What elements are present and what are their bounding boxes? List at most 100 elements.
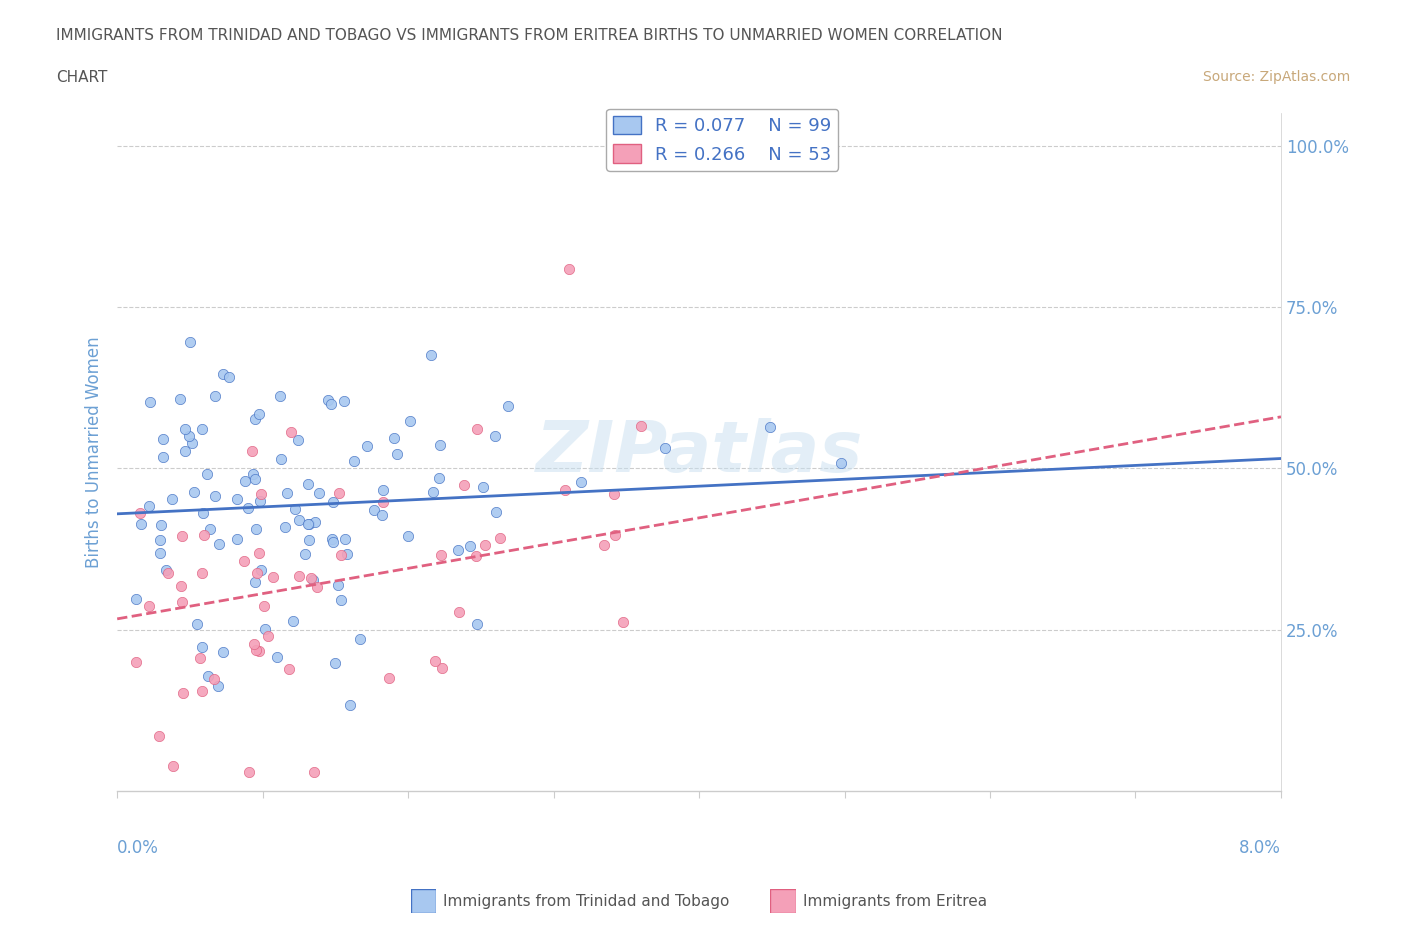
Point	[245, 411, 267, 426]
Text: Immigrants from Eritrea: Immigrants from Eritrea	[803, 894, 987, 909]
Point	[257, 629, 280, 644]
Point	[326, 578, 349, 592]
Text: 0.0%: 0.0%	[117, 839, 159, 857]
Point	[319, 396, 342, 411]
Point	[371, 508, 394, 523]
Point	[654, 440, 676, 455]
Point	[429, 438, 451, 453]
Point	[298, 533, 321, 548]
Point	[330, 592, 353, 607]
Point	[246, 566, 269, 581]
Point	[485, 505, 508, 520]
Text: Immigrants from Trinidad and Tobago: Immigrants from Trinidad and Tobago	[443, 894, 730, 909]
Point	[356, 439, 378, 454]
Point	[339, 698, 361, 712]
Point	[484, 429, 506, 444]
Point	[758, 419, 780, 434]
Point	[399, 413, 422, 428]
Point	[333, 393, 356, 408]
Point	[274, 519, 297, 534]
Point	[238, 764, 260, 779]
Point	[249, 563, 271, 578]
Point	[232, 553, 254, 568]
Point	[162, 759, 184, 774]
Point	[328, 485, 350, 500]
Point	[198, 521, 221, 536]
Point	[280, 425, 302, 440]
Point	[270, 452, 292, 467]
Point	[385, 446, 408, 461]
Point	[307, 579, 329, 594]
Point	[422, 485, 444, 499]
Point	[138, 394, 160, 409]
Point	[363, 503, 385, 518]
Point	[179, 335, 201, 350]
Point	[349, 631, 371, 646]
Point	[465, 421, 488, 436]
Point	[243, 636, 266, 651]
Point	[245, 522, 267, 537]
Point	[177, 429, 200, 444]
Point	[174, 421, 197, 436]
Point	[149, 533, 172, 548]
Point	[371, 495, 394, 510]
Point	[129, 505, 152, 520]
Point	[830, 456, 852, 471]
Point	[204, 489, 226, 504]
Point	[131, 516, 153, 531]
Point	[208, 537, 231, 551]
Point	[283, 614, 305, 629]
Point	[247, 406, 270, 421]
Point	[430, 660, 453, 675]
Point	[157, 566, 180, 581]
Point	[172, 685, 194, 700]
Point	[181, 436, 204, 451]
Point	[172, 594, 194, 609]
Point	[138, 499, 160, 514]
Point	[173, 443, 195, 458]
Point	[253, 599, 276, 614]
Point	[322, 495, 344, 510]
Point	[465, 617, 488, 631]
Point	[343, 453, 366, 468]
Point	[155, 563, 177, 578]
Text: IMMIGRANTS FROM TRINIDAD AND TOBAGO VS IMMIGRANTS FROM ERITREA BIRTHS TO UNMARRI: IMMIGRANTS FROM TRINIDAD AND TOBAGO VS I…	[56, 28, 1002, 43]
Point	[294, 546, 316, 561]
Point	[225, 532, 247, 547]
Point	[371, 483, 394, 498]
Point	[266, 649, 288, 664]
Point	[287, 432, 309, 447]
Point	[603, 527, 626, 542]
Legend: R = 0.077    N = 99, R = 0.266    N = 53: R = 0.077 N = 99, R = 0.266 N = 53	[606, 109, 838, 171]
Text: 8.0%: 8.0%	[1239, 839, 1281, 857]
Point	[458, 538, 481, 553]
Point	[378, 671, 401, 685]
Point	[612, 615, 634, 630]
Point	[488, 531, 510, 546]
Point	[569, 474, 592, 489]
Point	[191, 421, 214, 436]
Point	[169, 392, 191, 406]
Point	[498, 399, 520, 414]
Point	[316, 392, 339, 407]
Point	[212, 644, 235, 659]
Point	[335, 547, 357, 562]
Point	[474, 538, 496, 552]
Point	[152, 450, 174, 465]
Point	[603, 486, 626, 501]
Point	[308, 485, 330, 500]
Point	[333, 531, 356, 546]
Point	[447, 542, 470, 557]
Point	[243, 472, 266, 486]
Point	[269, 389, 291, 404]
Point	[278, 661, 301, 676]
Point	[288, 512, 311, 527]
Point	[558, 261, 581, 276]
Point	[211, 366, 233, 381]
Point	[262, 569, 284, 584]
Point	[276, 485, 298, 500]
Point	[150, 517, 173, 532]
Point	[396, 528, 419, 543]
Point	[430, 547, 453, 562]
Point	[218, 369, 240, 384]
